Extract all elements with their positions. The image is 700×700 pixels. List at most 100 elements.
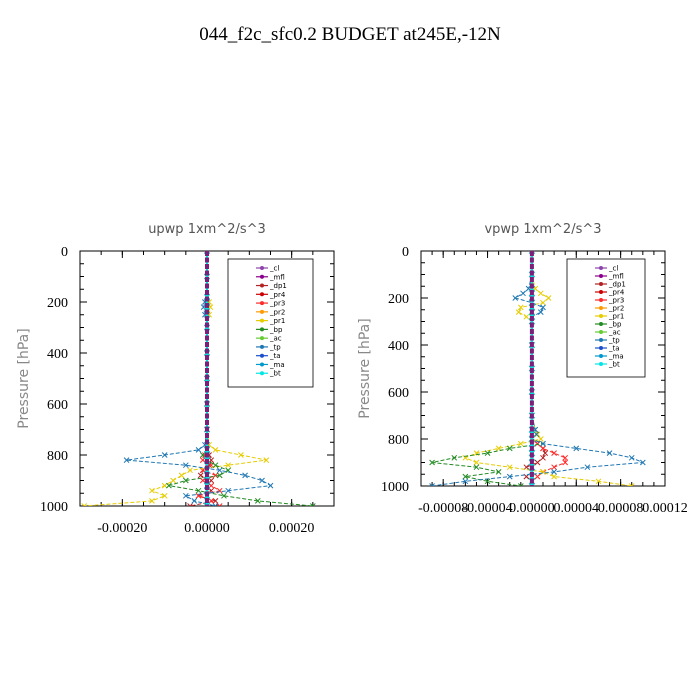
legend-label: _tp xyxy=(608,337,620,345)
data-point xyxy=(221,492,227,499)
data-point xyxy=(495,469,502,475)
legend-label: _pr4 xyxy=(608,289,625,297)
chart-panel-2: vpwp 1xm^2/s^3 Pressure [hPa] 0 200 400 600 80… xyxy=(357,222,688,516)
legend-item: _ac xyxy=(595,329,621,337)
data-point xyxy=(199,457,206,463)
data-point xyxy=(542,450,549,456)
legend-label: _dp1 xyxy=(608,281,626,289)
legend-item: _pr2 xyxy=(595,305,624,313)
data-point xyxy=(182,462,189,469)
x-tick-label: 0.00000 xyxy=(184,521,230,536)
y-tick-label: 400 xyxy=(388,339,409,354)
data-point xyxy=(551,464,557,471)
data-point xyxy=(208,477,215,484)
data-point xyxy=(216,503,223,506)
data-point xyxy=(149,498,155,504)
legend-marker xyxy=(599,298,603,302)
data-point xyxy=(212,472,219,479)
legend-marker xyxy=(599,322,603,326)
y-tick-label: 800 xyxy=(47,449,68,464)
page-title: 044_f2c_sfc0.2 BUDGET at245E,-12N xyxy=(199,24,501,45)
x-tick-label: 0.00020 xyxy=(269,521,315,536)
data-point xyxy=(540,304,546,311)
data-point xyxy=(523,313,530,320)
data-point xyxy=(534,459,541,466)
data-point xyxy=(81,503,88,506)
legend-label: _ta xyxy=(269,352,281,360)
data-point xyxy=(517,440,524,447)
legend-label: _ta xyxy=(608,345,620,353)
legend-marker xyxy=(599,330,603,334)
data-point xyxy=(628,483,635,486)
data-point xyxy=(212,447,219,453)
x-tick-label: -0.00004 xyxy=(462,501,512,516)
y-tick-label: 0 xyxy=(402,245,409,260)
data-point xyxy=(429,483,435,486)
legend-marker xyxy=(599,274,603,278)
data-point xyxy=(187,467,193,474)
data-point xyxy=(517,483,524,486)
data-point xyxy=(484,478,491,485)
data-point xyxy=(534,431,541,438)
legend-label: _cl xyxy=(269,265,279,273)
data-point xyxy=(242,472,248,479)
plot-area xyxy=(81,251,316,506)
legend-marker xyxy=(260,327,264,332)
legend-item: _bt xyxy=(256,370,281,378)
data-point xyxy=(506,464,513,471)
data-point xyxy=(208,498,215,504)
data-point xyxy=(161,452,168,458)
legend-marker xyxy=(260,371,264,376)
y-tick-label: 800 xyxy=(388,433,409,448)
data-point xyxy=(551,450,557,456)
data-point xyxy=(540,440,546,447)
legend-label: _pr4 xyxy=(269,291,286,299)
legend-item: _pr1 xyxy=(256,317,285,325)
data-point xyxy=(540,299,546,306)
data-point xyxy=(517,304,524,311)
legend-marker xyxy=(599,338,603,342)
legend-item: _dp1 xyxy=(595,281,626,289)
legend-label: _mfl xyxy=(608,273,624,281)
data-point xyxy=(551,473,557,480)
data-point xyxy=(195,487,202,494)
legend-marker xyxy=(260,336,264,341)
legend-label: _ma xyxy=(608,353,624,361)
legend-marker xyxy=(599,346,603,350)
data-point xyxy=(534,473,541,480)
data-point xyxy=(473,464,480,471)
y-tick-label: 600 xyxy=(47,398,68,413)
legend-box xyxy=(227,258,314,388)
legend-item: _bt xyxy=(595,361,620,369)
legend-marker xyxy=(599,314,603,318)
legend-marker xyxy=(260,292,264,297)
legend-label: _pr2 xyxy=(608,305,624,313)
legend-marker xyxy=(599,306,603,310)
legend-item: _pr4 xyxy=(256,291,286,299)
x-tick-label: -0.00020 xyxy=(97,521,147,536)
legend-item: _dp1 xyxy=(256,282,287,290)
data-point xyxy=(515,309,522,315)
data-point xyxy=(451,454,458,461)
data-point xyxy=(584,464,591,471)
legend-marker xyxy=(599,290,603,294)
legend-box xyxy=(566,258,646,378)
data-point xyxy=(512,295,519,301)
data-point xyxy=(529,483,535,486)
y-tick-label: 200 xyxy=(388,292,409,307)
legend-item: _ma xyxy=(256,361,285,369)
legend-item: _tp xyxy=(256,343,281,351)
x-tick-label: 0.00012 xyxy=(642,501,688,516)
data-point xyxy=(545,295,552,301)
x-tick-label: 0.00004 xyxy=(554,501,600,516)
legend-marker xyxy=(599,362,603,366)
legend-item: _pr2 xyxy=(256,308,285,316)
data-point xyxy=(216,467,223,474)
legend-marker xyxy=(599,354,603,358)
data-point xyxy=(537,290,544,297)
data-point xyxy=(562,454,569,461)
data-point xyxy=(562,459,569,466)
data-point xyxy=(178,472,185,479)
legend-item: _cl xyxy=(595,265,618,273)
x-tick-label: 0.00008 xyxy=(598,501,644,516)
